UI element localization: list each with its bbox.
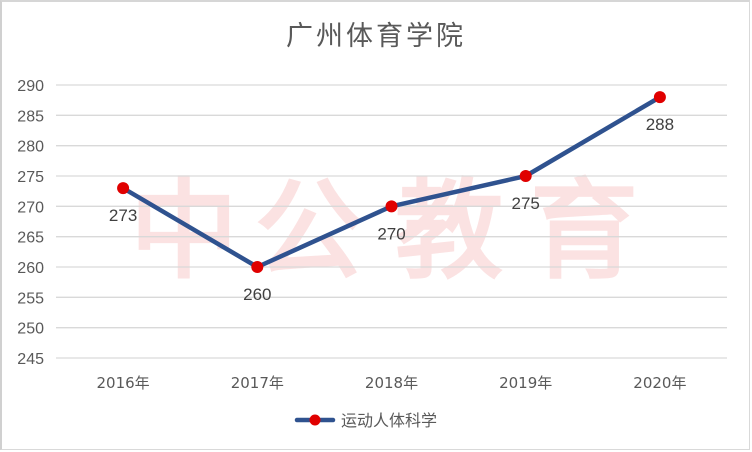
legend: 运动人体科学 <box>294 411 437 430</box>
watermark-char: 教 <box>395 169 503 294</box>
y-tick-label: 290 <box>17 78 44 95</box>
data-point-marker <box>251 261 264 273</box>
y-tick-label: 250 <box>17 321 44 338</box>
y-tick-label: 245 <box>17 351 44 368</box>
x-tick-label: 2016年 <box>97 374 150 392</box>
data-point-marker <box>519 170 532 182</box>
y-tick-label: 280 <box>17 139 44 156</box>
y-tick-label: 285 <box>17 108 44 125</box>
data-label: 275 <box>512 194 540 213</box>
data-point-marker <box>385 200 398 213</box>
data-label: 270 <box>377 224 405 243</box>
x-tick-label: 2019年 <box>499 374 552 392</box>
y-tick-label: 265 <box>17 230 44 247</box>
y-tick-label: 260 <box>17 260 44 277</box>
watermark-char: 中 <box>130 169 238 294</box>
y-tick-label: 270 <box>17 199 44 216</box>
y-axis-ticks: 290 285 280 275 270 265 260 255 250 245 <box>17 78 44 368</box>
x-tick-label: 2017年 <box>231 374 284 392</box>
series-line <box>117 91 666 273</box>
data-point-marker <box>653 91 666 104</box>
legend-label: 运动人体科学 <box>341 411 437 430</box>
data-label: 260 <box>243 285 271 304</box>
legend-marker-icon <box>309 414 321 426</box>
data-label: 273 <box>109 206 137 225</box>
x-tick-label: 2018年 <box>365 374 418 392</box>
y-tick-label: 255 <box>17 290 44 307</box>
gridlines <box>56 84 727 359</box>
data-labels: 273 260 270 275 288 <box>109 115 674 304</box>
data-label: 288 <box>646 115 674 134</box>
x-tick-label: 2020年 <box>633 374 686 392</box>
data-point-marker <box>117 182 130 195</box>
chart-title: 广州体育学院 <box>286 21 466 52</box>
x-axis-ticks: 2016年 2017年 2018年 2019年 2020年 <box>97 374 687 392</box>
watermark-char: 公 <box>255 169 363 294</box>
y-tick-label: 275 <box>17 169 44 186</box>
watermark-char: 育 <box>530 169 638 294</box>
watermark: 中公教育 <box>130 169 638 294</box>
